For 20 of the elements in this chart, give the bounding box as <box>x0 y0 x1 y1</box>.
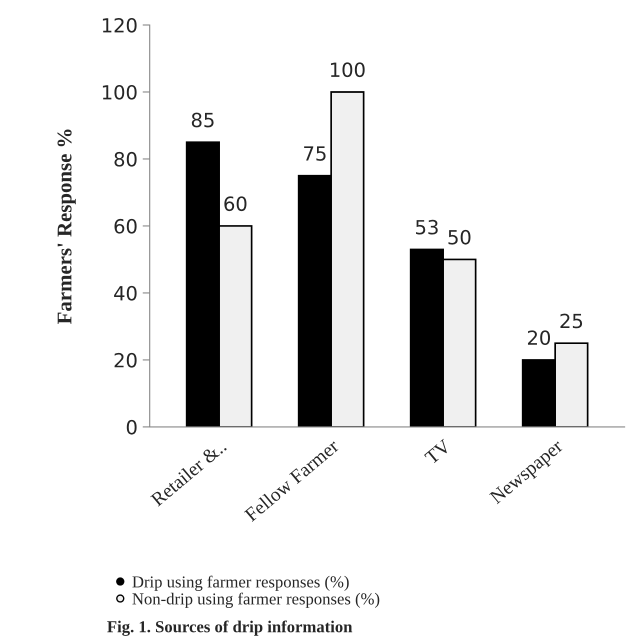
data-label: 25 <box>560 314 582 328</box>
data-label: 20 <box>528 330 550 346</box>
y-axis-title: Farmers' Response % <box>57 130 76 324</box>
data-label: 60 <box>224 196 246 212</box>
y-tick-label: 0 <box>126 420 137 435</box>
y-tick-label: 40 <box>114 286 137 301</box>
legend-label: Drip using farmer responses (%) <box>132 576 349 591</box>
data-label: 50 <box>448 230 470 245</box>
y-tick-label: 100 <box>102 84 137 100</box>
y-tick-label: 120 <box>102 18 137 33</box>
data-label: 85 <box>192 112 214 128</box>
data-label: 100 <box>330 62 365 78</box>
data-label: 75 <box>304 146 326 161</box>
y-tick-label: 60 <box>114 218 137 234</box>
y-tick-label: 80 <box>114 152 137 167</box>
data-label: 53 <box>416 220 438 235</box>
x-tick-label: TV <box>424 438 452 466</box>
caption: Fig. 1. Sources of drip information <box>107 620 352 636</box>
legend-label: Non-drip using farmer responses (%) <box>132 592 380 608</box>
y-tick-label: 20 <box>114 352 137 368</box>
